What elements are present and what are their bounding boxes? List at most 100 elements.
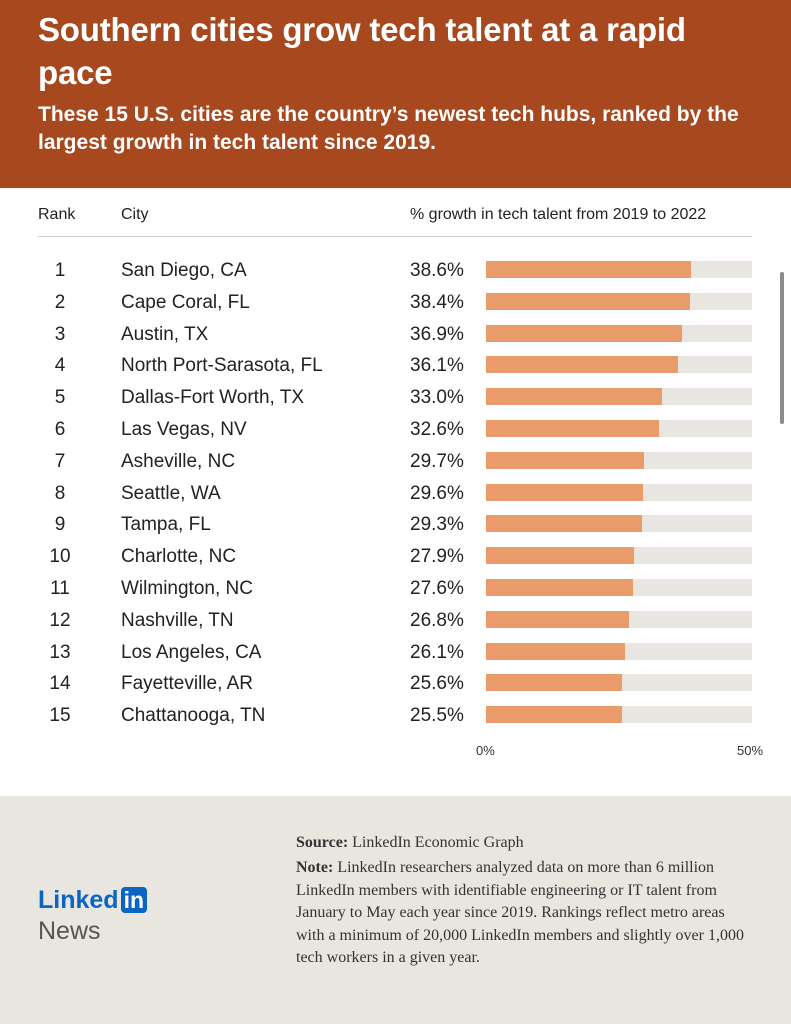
header-banner: Southern cities grow tech talent at a ra…: [0, 0, 791, 188]
city-label: Fayetteville, AR: [121, 673, 253, 695]
bar: [486, 451, 644, 469]
rank-label: 15: [49, 705, 71, 727]
table-row: 12 Nashville, TN 26.8%: [0, 605, 791, 636]
table-row: 2 Cape Coral, FL 38.4%: [0, 287, 791, 318]
table-row: 14 Fayetteville, AR 25.6%: [0, 668, 791, 699]
scrollbar[interactable]: [780, 272, 784, 424]
chart-subtitle: These 15 U.S. cities are the country’s n…: [38, 103, 739, 154]
rank-label: 6: [54, 419, 66, 440]
source-line: Source: LinkedIn Economic Graph: [296, 832, 766, 854]
logo-linked-text: Linked: [38, 886, 119, 914]
growth-value-label: 38.6%: [410, 260, 464, 281]
bar: [486, 292, 691, 310]
bar-track: [486, 292, 752, 310]
rank-label: 3: [54, 323, 66, 345]
rank-label: 9: [54, 514, 66, 536]
city-label: Austin, TX: [121, 323, 209, 345]
city-label: Seattle, WA: [121, 482, 221, 504]
table-row: 3 Austin, TX 36.9%: [0, 319, 791, 350]
growth-value-label: 26.1%: [410, 641, 464, 663]
axis-tick-0: 0%: [476, 743, 495, 758]
city-label: Los Angeles, CA: [121, 641, 262, 663]
linkedin-wordmark: Linked in: [38, 886, 148, 914]
note-text: LinkedIn researchers analyzed data on mo…: [296, 859, 744, 966]
city-label: Tampa, FL: [121, 514, 211, 536]
rank-label: 7: [54, 450, 66, 472]
growth-value-label: 38.4%: [410, 291, 464, 313]
growth-value-label: 33.0%: [410, 387, 464, 409]
city-label: Dallas-Fort Worth, TX: [121, 387, 305, 409]
table-row: 1 San Diego, CA 38.6%: [0, 255, 791, 286]
city-label: Asheville, NC: [121, 450, 236, 472]
bar-track: [486, 610, 752, 628]
logo-in-badge: in: [120, 887, 148, 913]
table-row: 11 Wilmington, NC 27.6%: [0, 573, 791, 604]
bar: [486, 674, 623, 692]
city-label: North Port-Sarasota, FL: [121, 355, 323, 377]
rank-label: 13: [49, 641, 71, 663]
chart-title: Southern cities grow tech talent at a ra…: [38, 11, 686, 91]
bar: [486, 420, 660, 437]
rank-label: 8: [54, 482, 66, 504]
rank-label: 2: [54, 291, 66, 313]
growth-value-label: 27.6%: [410, 578, 464, 599]
bar-track: [486, 547, 752, 565]
bar-track: [486, 579, 752, 596]
growth-value-label: 29.7%: [410, 450, 464, 472]
rank-label: 14: [49, 673, 71, 695]
rank-label: 5: [54, 387, 66, 409]
column-header-rank: Rank: [38, 206, 76, 223]
bar: [486, 261, 692, 278]
logo-news-text: News: [38, 917, 101, 945]
header-divider: [38, 236, 752, 237]
bar: [486, 388, 662, 406]
linkedin-news-logo: Linked in News: [38, 886, 148, 948]
bar-track: [486, 420, 752, 437]
rank-label: 4: [54, 355, 66, 377]
table-row: 9 Tampa, FL 29.3%: [0, 509, 791, 540]
growth-value-label: 29.6%: [410, 482, 464, 504]
bar: [486, 356, 679, 374]
bar-track: [486, 706, 752, 724]
table-row: 13 Los Angeles, CA 26.1%: [0, 637, 791, 668]
bar-track: [486, 356, 752, 374]
note-text-block: Note: LinkedIn researchers analyzed data…: [296, 857, 756, 970]
growth-value-label: 29.3%: [410, 514, 464, 536]
bar-track: [486, 642, 752, 660]
rank-label: 1: [54, 260, 66, 281]
bar: [486, 579, 633, 596]
bar-track: [486, 261, 752, 278]
city-label: Charlotte, NC: [121, 546, 237, 568]
city-label: Las Vegas, NV: [121, 419, 247, 440]
bar-track: [486, 515, 752, 533]
bar-track: [486, 483, 752, 501]
table-row: 4 North Port-Sarasota, FL 36.1%: [0, 350, 791, 381]
column-header-city: City: [121, 206, 149, 223]
bar: [486, 483, 644, 501]
table-row: 6 Las Vegas, NV 32.6%: [0, 414, 791, 445]
source-label: Source:: [296, 834, 349, 851]
table-row: 10 Charlotte, NC 27.9%: [0, 541, 791, 572]
growth-value-label: 26.8%: [410, 609, 464, 631]
bar-track: [486, 324, 752, 342]
bar-track: [486, 451, 752, 469]
growth-value-label: 36.1%: [410, 355, 464, 377]
city-label: Chattanooga, TN: [121, 705, 266, 727]
table-row: 15 Chattanooga, TN 25.5%: [0, 700, 791, 731]
bar: [486, 547, 635, 565]
bar: [486, 515, 642, 533]
rank-label: 10: [49, 546, 71, 568]
growth-value-label: 32.6%: [410, 419, 464, 440]
bar: [486, 610, 629, 628]
rank-label: 11: [50, 578, 70, 599]
growth-value-label: 27.9%: [410, 546, 464, 568]
city-label: Cape Coral, FL: [121, 291, 250, 313]
column-header-growth: % growth in tech talent from 2019 to 202…: [410, 206, 707, 223]
axis-tick-50: 50%: [737, 743, 764, 758]
rank-label: 12: [49, 609, 71, 631]
bar: [486, 324, 683, 342]
table-row: 7 Asheville, NC 29.7%: [0, 446, 791, 477]
growth-value-label: 25.6%: [410, 673, 464, 695]
source-text: LinkedIn Economic Graph: [352, 834, 524, 851]
city-label: Nashville, TN: [121, 609, 234, 631]
